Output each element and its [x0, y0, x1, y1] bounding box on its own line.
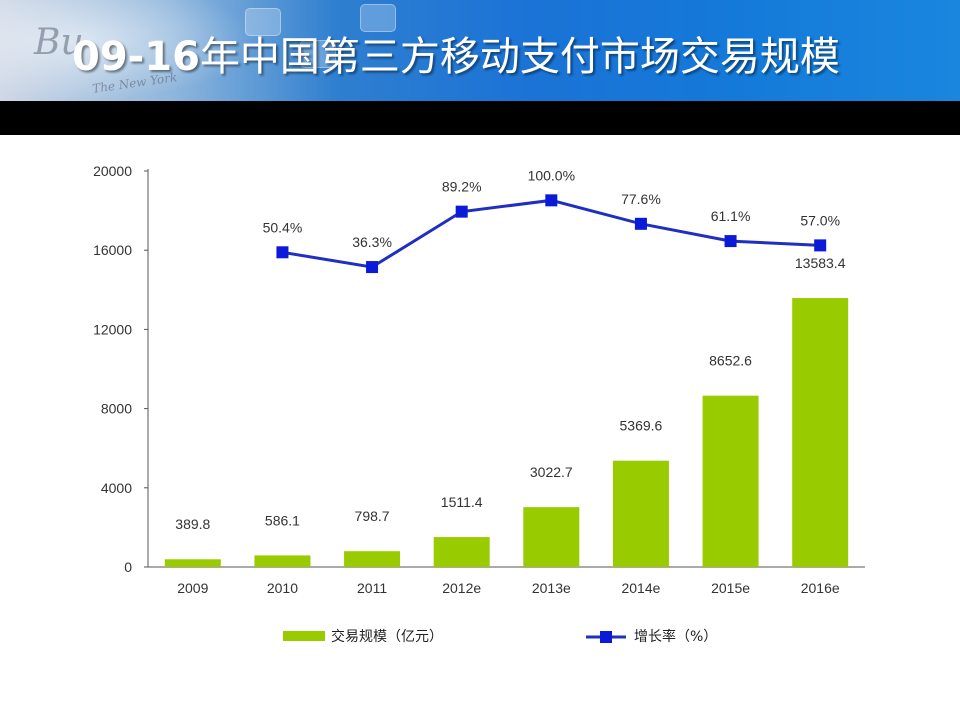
line-point — [545, 194, 558, 207]
y-tick-label: 20000 — [93, 163, 132, 179]
bar-data-label: 8652.6 — [709, 353, 752, 369]
y-tick-label: 4000 — [101, 480, 132, 496]
line-data-label: 50.4% — [263, 219, 303, 235]
line-point — [366, 261, 379, 274]
bar — [523, 507, 580, 567]
y-tick-label: 12000 — [93, 321, 132, 337]
y-tick-label: 16000 — [93, 242, 132, 258]
line-data-label: 57.0% — [800, 212, 840, 228]
slide-title-year: 09-16 — [72, 34, 200, 80]
bar — [792, 298, 849, 567]
x-tick-label: 2012e — [442, 580, 481, 596]
x-tick-label: 2010 — [267, 580, 298, 596]
line-data-label: 89.2% — [442, 179, 482, 195]
line-data-label: 77.6% — [621, 191, 661, 207]
keyboard-key-decoration — [360, 4, 396, 32]
bar-series — [164, 298, 849, 567]
legend-bar-swatch — [283, 631, 325, 641]
line-point — [276, 246, 289, 259]
legend-line-label: 增长率（%） — [634, 628, 717, 645]
line-data-label: 61.1% — [711, 208, 751, 224]
y-tick-label: 8000 — [101, 401, 132, 417]
bar — [612, 460, 669, 567]
line-data-label: 100.0% — [528, 167, 575, 183]
x-tick-label: 2015e — [711, 580, 750, 596]
header-decoration — [0, 0, 260, 101]
bar-data-label: 586.1 — [265, 512, 300, 528]
bar — [344, 551, 401, 567]
bar-data-label: 5369.6 — [620, 418, 663, 434]
bar — [164, 559, 221, 567]
header-divider-bar — [0, 101, 960, 135]
legend-bar-label: 交易规模（亿元） — [331, 628, 443, 645]
bar — [702, 395, 759, 567]
bar-data-label: 1511.4 — [441, 494, 483, 510]
line-point — [814, 239, 827, 252]
x-tick-label: 2014e — [621, 580, 660, 596]
line-point — [724, 235, 737, 248]
y-tick-label: 0 — [124, 559, 132, 575]
slide-title-text: 年中国第三方移动支付市场交易规模 — [199, 34, 840, 80]
bar-data-label: 389.8 — [175, 516, 210, 532]
line-point — [634, 217, 647, 230]
background-newspaper-word: Bu — [34, 22, 84, 63]
bar-data-label: 3022.7 — [530, 464, 573, 480]
bar-data-label: 13583.4 — [795, 255, 846, 271]
line-data-labels: 50.4% 36.3% 89.2% 100.0% 77.6% 61.1% 57.0% — [263, 167, 840, 250]
keyboard-key-decoration — [245, 8, 281, 36]
x-tick-label: 2011 — [357, 580, 387, 596]
bar — [433, 537, 490, 567]
slide-title: 09-16年中国第三方移动支付市场交易规模 — [72, 24, 840, 82]
line-point — [455, 205, 468, 218]
legend-line-marker — [600, 631, 612, 643]
x-tick-label: 2009 — [177, 580, 208, 596]
bar-data-label: 798.7 — [355, 508, 390, 524]
chart-legend: 交易规模（亿元） 增长率（%） — [283, 628, 717, 645]
keyboard-key-decoration — [300, 40, 336, 68]
bar — [254, 555, 311, 567]
x-tick-label: 2013e — [532, 580, 571, 596]
bar-data-labels: 389.8 586.1 798.7 1511.4 3022.7 5369.6 8652.6 1… — [175, 255, 845, 532]
line-series — [276, 194, 827, 274]
line-data-label: 36.3% — [352, 234, 392, 250]
combo-chart: 0 4000 8000 12000 16000 20000 2009 2010 2011 2012… — [93, 163, 865, 645]
slide-header: Bu The New York 09-16年中国第三方移动支付市场交易规模 — [0, 0, 960, 101]
x-tick-label: 2016e — [801, 580, 840, 596]
